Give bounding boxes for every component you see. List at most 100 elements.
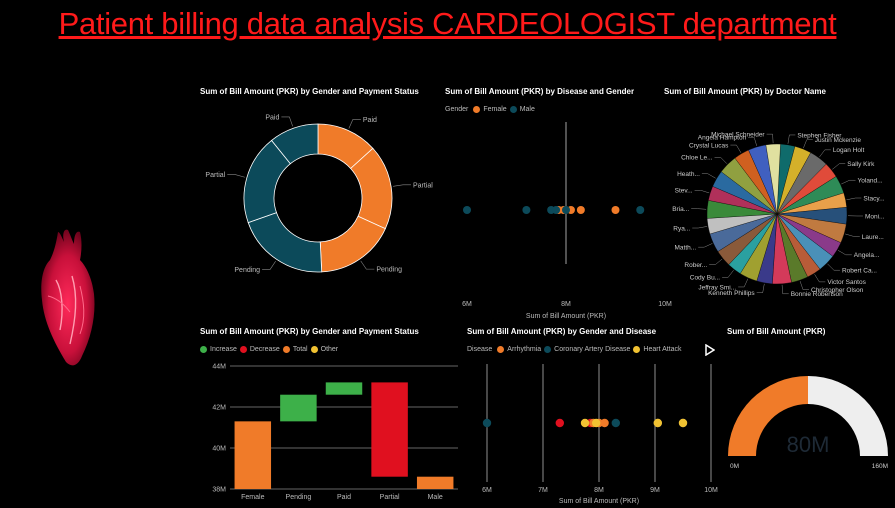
scatter1-point[interactable]: [611, 206, 620, 214]
pie-title: Sum of Bill Amount (PKR) by Doctor Name: [664, 87, 826, 96]
legend-item-decrease[interactable]: Decrease: [249, 346, 280, 353]
male-swatch: [509, 106, 517, 113]
leader-line: [691, 208, 707, 210]
scatter1-chart[interactable]: 6M 8M 10M Sum of Bill Amount (PKR): [445, 118, 685, 323]
pie-label: Rober...: [684, 262, 707, 269]
scatter1-point[interactable]: [522, 206, 531, 214]
donut-slice[interactable]: [270, 123, 319, 165]
decrease-swatch: [239, 346, 247, 353]
donut-chart[interactable]: Paid Partial Pending Pending Partial Paid: [200, 100, 445, 300]
donut-label: Paid: [265, 114, 279, 121]
x-tick-label: 8M: [561, 301, 571, 308]
leader-line: [348, 119, 361, 129]
waterfall-chart[interactable]: 38M 40M 42M 44M Female Pending Paid Partial Male: [198, 358, 463, 506]
gauge-value: 80M: [787, 432, 830, 457]
leader-line: [787, 134, 796, 144]
pie-label: Robert Ca...: [842, 267, 877, 274]
gauge-value-arc[interactable]: [728, 376, 808, 456]
y-tick-label: 38M: [212, 487, 226, 494]
waterfall-bar[interactable]: [234, 421, 272, 489]
gauge-title: Sum of Bill Amount (PKR): [727, 327, 826, 336]
scatter2-point[interactable]: [555, 418, 564, 428]
pie-label: Jeffray Smi...: [698, 284, 736, 291]
scatter1-point[interactable]: [576, 206, 585, 214]
scatter1-point[interactable]: [562, 206, 570, 214]
waterfall-bar[interactable]: [280, 394, 317, 422]
donut-label: Paid: [363, 117, 377, 124]
x-tick-label: 10M: [658, 301, 672, 308]
pie-label: Bria...: [672, 206, 689, 213]
x-axis-label: Sum of Bill Amount (PKR): [559, 498, 639, 505]
pie-label: Michael Schneider: [711, 131, 765, 138]
x-axis-label: Sum of Bill Amount (PKR): [526, 313, 606, 320]
pie-label: Christopher Olson: [811, 287, 864, 294]
legend-item-increase[interactable]: Increase: [210, 346, 237, 353]
play-arrow-icon[interactable]: [705, 344, 715, 356]
heart-attack-swatch: [633, 346, 641, 353]
x-tick-label: 6M: [482, 487, 492, 494]
legend-item-cad[interactable]: Coronary Artery Disease: [554, 346, 631, 353]
scatter2-point[interactable]: [611, 418, 620, 428]
leader-line: [360, 260, 375, 270]
scatter1-point[interactable]: [552, 206, 561, 214]
leader-line: [714, 157, 728, 164]
scatter1-point[interactable]: [636, 206, 645, 214]
waterfall-bar[interactable]: [416, 476, 454, 489]
y-tick-label: 40M: [212, 446, 226, 453]
scatter2-point[interactable]: [653, 418, 662, 428]
legend-item-female[interactable]: Female: [483, 106, 507, 113]
leader-line: [709, 258, 723, 266]
legend-item-arrhythmia[interactable]: Arrhythmia: [507, 346, 542, 353]
waterfall-bar[interactable]: [371, 382, 408, 477]
donut-label: Pending: [234, 267, 260, 274]
legend-item-male[interactable]: Male: [519, 106, 535, 113]
x-tick-label: 7M: [538, 487, 548, 494]
leader-line: [281, 116, 293, 127]
other-swatch: [310, 346, 318, 353]
donut-label: Pending: [376, 267, 402, 274]
leader-line: [819, 149, 831, 158]
gauge-max-label: 160M: [872, 463, 888, 470]
leader-line: [846, 197, 862, 201]
gauge-chart[interactable]: 80M 0M 160M: [724, 360, 894, 475]
pie-label: Crystal Lucas: [689, 142, 729, 149]
leader-line: [803, 139, 813, 149]
scatter2-point[interactable]: [600, 418, 609, 428]
pie-label: Justin Mckenzie: [815, 137, 862, 144]
x-tick-label: Pending: [286, 494, 312, 501]
x-tick-label: Female: [241, 494, 264, 501]
leader-line: [701, 173, 716, 179]
pie-label: Stacy...: [863, 195, 884, 202]
leader-line: [748, 137, 757, 147]
legend-item-heart-attack[interactable]: Heart Attack: [643, 346, 682, 353]
pie-label: Angela...: [854, 252, 880, 259]
legend-title: Disease: [467, 346, 493, 353]
scatter2-point[interactable]: [678, 418, 688, 428]
legend-item-total[interactable]: Total: [292, 346, 308, 353]
page-title: Patient billing data analysis CARDEOLOGI…: [58, 6, 837, 41]
scatter2-point[interactable]: [592, 418, 601, 428]
leader-line: [781, 284, 789, 295]
pie-slice[interactable]: [765, 143, 781, 215]
leader-line: [814, 274, 826, 283]
x-tick-label: 6M: [462, 301, 472, 308]
pie-label: Kenneth Phillips: [708, 290, 755, 297]
donut-slice[interactable]: [319, 215, 386, 273]
pie-label: Sally Kirk: [847, 161, 875, 168]
scatter1-point[interactable]: [463, 206, 471, 214]
pie-label: Stephen Fisher: [797, 132, 842, 139]
scatter1-title: Sum of Bill Amount (PKR) by Disease and …: [445, 87, 635, 96]
gauge-min-label: 0M: [730, 463, 739, 470]
donut-slice[interactable]: [247, 212, 323, 273]
scatter2-chart[interactable]: 6M 7M 8M 9M 10M Sum of Bill Amount (PKR): [467, 358, 727, 506]
arrhythmia-swatch: [497, 346, 505, 353]
pie-label: Victor Santos: [827, 279, 866, 286]
pie-label: Bonnie Robertson: [791, 291, 843, 298]
scatter2-point[interactable]: [482, 418, 492, 428]
waterfall-bar[interactable]: [325, 382, 363, 395]
scatter2-point[interactable]: [580, 418, 590, 428]
x-tick-label: 10M: [704, 487, 718, 494]
legend-item-other[interactable]: Other: [320, 346, 339, 353]
gauge-rest-arc[interactable]: [808, 376, 888, 456]
